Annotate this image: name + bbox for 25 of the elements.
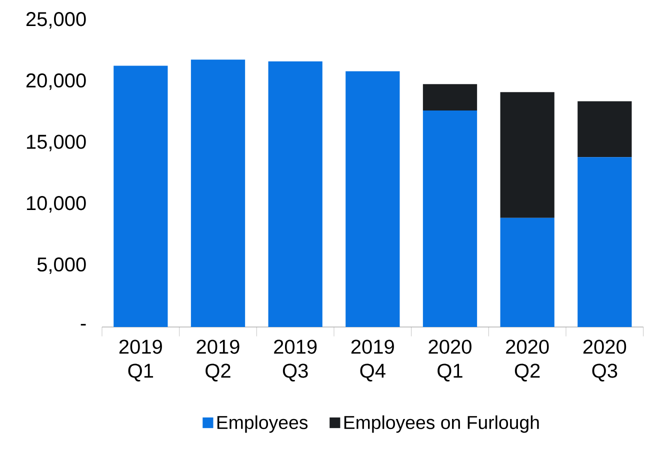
x-tick-label: 2020 Q1: [428, 340, 472, 382]
legend-label: Employees on Furlough: [344, 415, 539, 433]
bar: [190, 60, 246, 327]
x-tick-label: 2019 Q2: [196, 340, 240, 382]
y-tick-label: -: [80, 324, 86, 326]
y-tick-label: 10,000: [26, 196, 86, 213]
bar: [268, 61, 322, 327]
x-tick-label: 2019 Q1: [119, 340, 162, 382]
bar: [346, 71, 400, 327]
bar: [500, 218, 554, 327]
bar: [422, 84, 478, 110]
bar: [578, 157, 632, 327]
y-tick-label: 5,000: [37, 257, 86, 274]
y-tick-label: 25,000: [26, 12, 86, 29]
x-tick-label: 2020 Q2: [506, 340, 549, 382]
x-tick-label: 2020 Q3: [583, 340, 626, 382]
y-tick-label: 20,000: [26, 73, 86, 90]
bar: [578, 101, 632, 158]
bar: [114, 66, 168, 327]
legend-label: Employees: [217, 415, 308, 433]
bar: [500, 92, 554, 218]
bar: [422, 110, 478, 327]
y-tick-label: 15,000: [26, 134, 86, 152]
x-tick-label: 2019 Q4: [351, 340, 394, 382]
x-tick-label: 2019 Q3: [274, 340, 317, 382]
